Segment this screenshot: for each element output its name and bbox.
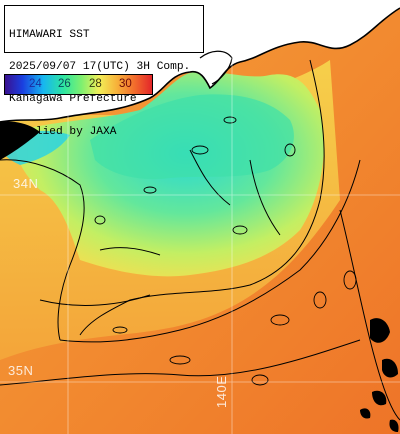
title-box: HIMAWARI SST 2025/09/07 17(UTC) 3H Comp.…	[4, 5, 204, 137]
title-line-product: HIMAWARI SST	[9, 28, 90, 41]
scale-tick-30: 30	[119, 78, 132, 90]
land-peninsula	[199, 51, 232, 84]
latitude-label-34n: 34N	[13, 176, 39, 191]
temperature-color-scale: 24 26 28 30	[4, 74, 153, 95]
isotherm-contours	[0, 59, 400, 421]
title-line-credit: supplied by JAXA	[9, 125, 117, 138]
title-line-datetime: 2025/09/07 17(UTC) 3H Comp.	[9, 60, 191, 73]
longitude-label-140e: 140E	[214, 375, 229, 408]
contour-islands	[94, 116, 357, 386]
scale-tick-28: 28	[89, 78, 102, 90]
title-line-region: Kanagawa Prefecture	[9, 93, 137, 106]
latitude-label-35n: 35N	[8, 363, 34, 378]
land-black-left	[0, 121, 40, 160]
coastline	[0, 7, 400, 123]
islands-dark	[360, 318, 399, 432]
scale-tick-24: 24	[29, 78, 42, 90]
scale-tick-26: 26	[58, 78, 71, 90]
sea-cool-core	[90, 94, 294, 180]
